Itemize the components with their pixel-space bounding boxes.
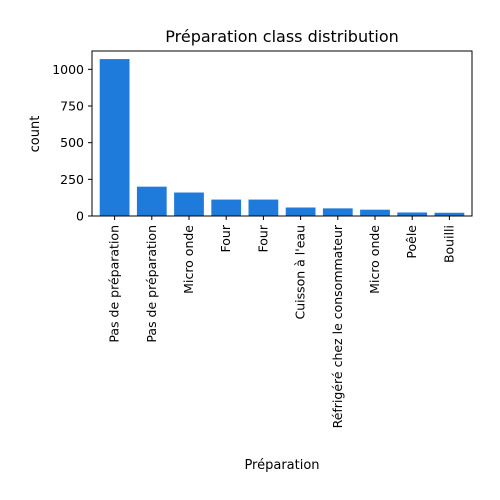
y-tick-label-5: 1000: [52, 62, 84, 77]
y-tick-label-4: 750: [60, 99, 84, 114]
bar-4: [211, 199, 242, 216]
bars-group: [99, 59, 465, 216]
bar-10: [434, 212, 465, 216]
bar-1: [99, 59, 130, 216]
bar-2: [136, 186, 167, 216]
chart-title: Préparation class distribution: [165, 27, 399, 46]
y-tick-label-3: 500: [60, 135, 84, 150]
y-tick-label-2: 250: [60, 172, 84, 187]
x-tick-label-9: Poêle: [404, 225, 419, 259]
x-tick-label-6: Cuisson à l'eau: [293, 225, 308, 320]
y-axis-label: count: [28, 116, 43, 153]
x-tick-label-2: Pas de préparation: [144, 225, 159, 343]
x-axis-label: Préparation: [244, 458, 319, 473]
bar-6: [285, 207, 316, 216]
bar-9: [397, 212, 428, 216]
y-axis-ticks: 0 250 500 750 1000: [52, 62, 92, 224]
x-tick-label-3: Micro onde: [181, 225, 196, 294]
x-tick-label-10: Bouilli: [441, 225, 456, 263]
x-tick-label-1: Pas de préparation: [107, 225, 122, 343]
plot-frame: [91, 50, 473, 217]
y-tick-label-1: 0: [76, 209, 84, 224]
bar-5: [248, 199, 279, 216]
bar-7: [322, 208, 353, 216]
x-axis-ticks: Pas de préparation Pas de préparation Micr…: [107, 216, 456, 428]
x-tick-label-4: Four: [218, 224, 233, 252]
bar-8: [360, 209, 390, 216]
x-tick-label-5: Four: [255, 224, 270, 252]
x-tick-label-7: Réfrigéré chez le consommateur: [330, 224, 345, 428]
bar-3: [174, 192, 204, 216]
x-tick-label-8: Micro onde: [367, 225, 382, 294]
